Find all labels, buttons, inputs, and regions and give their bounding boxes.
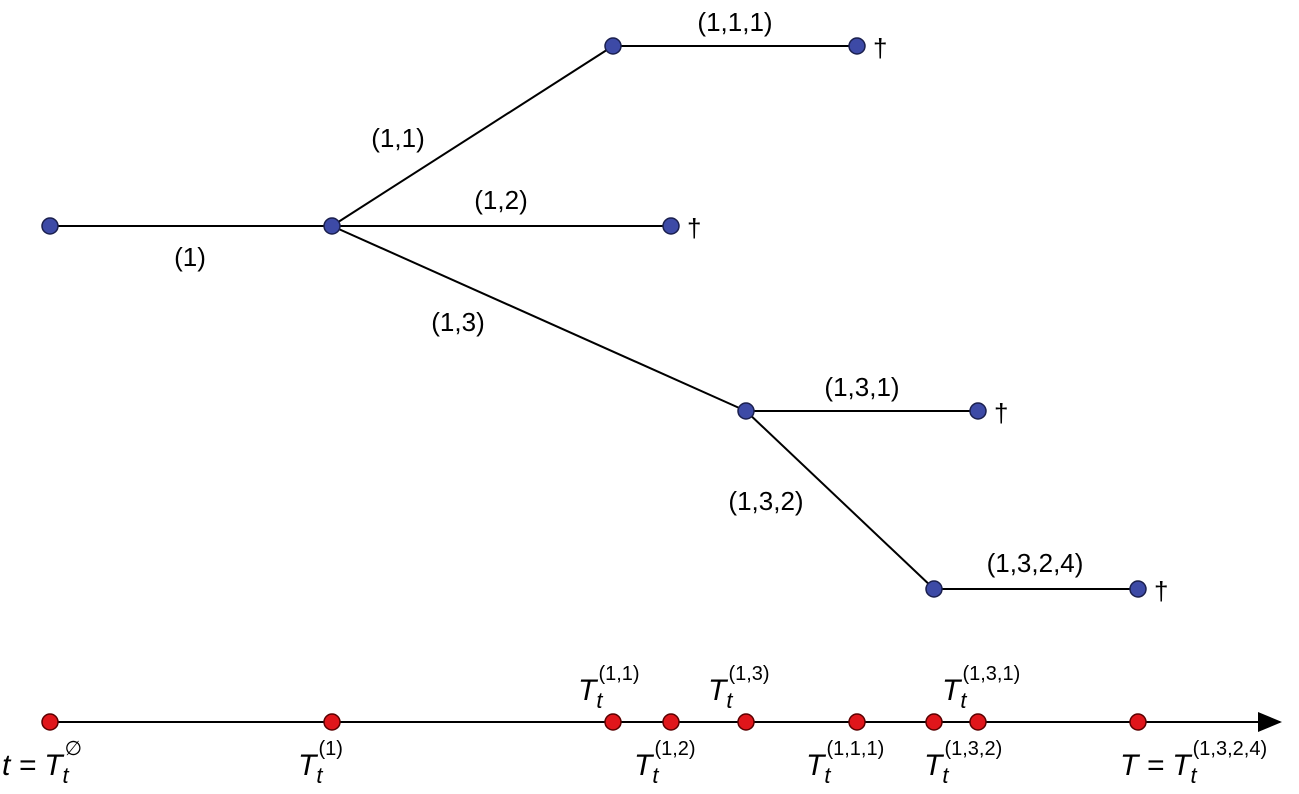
- edge-label: (1,1): [371, 123, 424, 153]
- label-symbol: T: [708, 674, 729, 707]
- label-sup: (1,3,1): [962, 663, 1020, 685]
- time-point: [41, 713, 59, 731]
- tree-node: [662, 217, 680, 235]
- edge-label: (1): [174, 242, 206, 272]
- label-prefix: t =: [2, 749, 36, 782]
- tree-node: [323, 217, 341, 235]
- label-sub: t: [316, 763, 323, 788]
- time-label: Tt (1,3): [708, 663, 770, 713]
- time-label: Tt (1): [298, 738, 343, 788]
- label-symbol: T: [44, 749, 65, 782]
- label-sub: t: [63, 763, 70, 788]
- time-point: [604, 713, 622, 731]
- edge-label: (1,3): [431, 307, 484, 337]
- label-sup: (1,1): [598, 663, 639, 685]
- label-symbol: T: [578, 674, 599, 707]
- tree-node: [848, 37, 866, 55]
- edge-label: (1,3,2,4): [987, 548, 1084, 578]
- tree-node: [41, 217, 59, 235]
- edge-label: (1,3,2): [728, 486, 803, 516]
- tree-node: [925, 580, 943, 598]
- time-label: Tt (1,3,2): [924, 738, 1002, 788]
- tree-edge: [331, 45, 614, 227]
- time-label: Tt (1,1): [578, 663, 640, 713]
- tree-edge: [745, 410, 935, 590]
- time-label: Tt (1,3,1): [942, 663, 1020, 713]
- time-label: T = Tt (1,3,2,4): [1120, 738, 1267, 788]
- tree-node: [604, 37, 622, 55]
- death-mark: †: [1154, 576, 1168, 606]
- label-sub: t: [596, 688, 603, 713]
- death-mark: †: [873, 33, 887, 63]
- label-symbol: T: [298, 749, 319, 782]
- edge-label: (1,3,1): [824, 372, 899, 402]
- label-sub: t: [1191, 763, 1198, 788]
- label-sup: (1): [318, 738, 342, 760]
- label-symbol: T: [1172, 749, 1193, 782]
- time-point: [1129, 713, 1147, 731]
- label-symbol: T: [942, 674, 963, 707]
- label-sup: (1,3,2): [944, 738, 1002, 760]
- label-sup: (1,1,1): [826, 738, 884, 760]
- edge-label: (1,2): [474, 185, 527, 215]
- time-label: Tt (1,2): [634, 738, 696, 788]
- label-sup: (1,3,2,4): [1193, 738, 1267, 760]
- label-sup: (1,3): [728, 663, 769, 685]
- label-symbol: T: [806, 749, 827, 782]
- time-label: Tt (1,1,1): [806, 738, 884, 788]
- label-sub: t: [824, 763, 831, 788]
- tree-node: [737, 402, 755, 420]
- time-point: [925, 713, 943, 731]
- time-point: [969, 713, 987, 731]
- tree-node: [1129, 580, 1147, 598]
- time-label: t = Tt ∅: [2, 738, 82, 788]
- label-sup: (1,2): [654, 738, 695, 760]
- label-symbol: T: [924, 749, 945, 782]
- death-mark: †: [687, 213, 701, 243]
- tree-edge: [331, 225, 747, 412]
- label-prefix: T =: [1120, 749, 1164, 782]
- edge-label: (1,1,1): [697, 7, 772, 37]
- time-point: [848, 713, 866, 731]
- label-sup: ∅: [65, 738, 82, 760]
- time-point: [323, 713, 341, 731]
- time-point: [737, 713, 755, 731]
- label-sub: t: [652, 763, 659, 788]
- label-symbol: T: [634, 749, 655, 782]
- tree-node: [969, 402, 987, 420]
- death-mark: †: [994, 398, 1008, 428]
- label-sub: t: [960, 688, 967, 713]
- label-sub: t: [942, 763, 949, 788]
- label-sub: t: [726, 688, 733, 713]
- time-point: [662, 713, 680, 731]
